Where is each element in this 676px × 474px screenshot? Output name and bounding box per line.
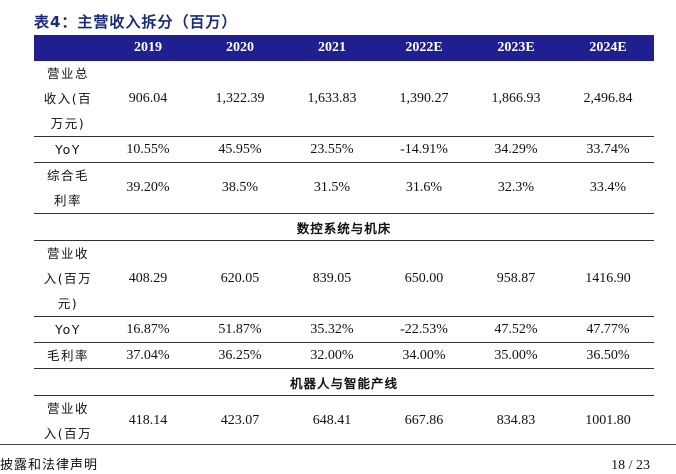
table-cell: 36.50%	[562, 342, 654, 369]
table-cell: 37.04%	[102, 342, 194, 369]
header-cell-label	[34, 35, 102, 61]
table-cell: 834.83	[496, 413, 536, 428]
row-label-line: YoY	[55, 322, 81, 337]
table-title: 表4：主营收入拆分（百万）	[34, 13, 238, 31]
header-cell-2022e: 2022E	[378, 35, 470, 61]
row-label: 营业收入(百万元)	[34, 240, 102, 317]
table-cell: 620.05	[194, 240, 286, 317]
table-cell: 1,322.39	[194, 61, 286, 137]
table-cell: 1,633.83	[286, 61, 378, 137]
table-row: 营业收入(百万 418.14 423.07 648.41 667.86 834.83 100…	[34, 396, 654, 447]
table-cell: 32.3%	[470, 162, 562, 214]
table-cell: -14.91%	[378, 136, 470, 163]
table-cell: 10.55%	[102, 136, 194, 163]
section-title: 机器人与智能产线	[34, 368, 654, 396]
row-label-line: 万元)	[50, 116, 86, 131]
header-cell-2021: 2021	[286, 35, 378, 61]
table-cell: 667.86	[404, 413, 444, 428]
table-cell: 1001.80	[585, 413, 631, 428]
table-row: 毛利率 37.04% 36.25% 32.00% 34.00% 35.00% 36.50%	[34, 342, 654, 369]
table-cell: 16.87%	[102, 316, 194, 343]
table-cell: 32.00%	[286, 342, 378, 369]
row-label-line: 综合毛	[46, 168, 89, 183]
header-cell-2024e: 2024E	[562, 35, 654, 61]
row-label-line: 入(百万	[43, 426, 93, 441]
table-cell: 1416.90	[562, 240, 654, 317]
table-cell: 408.29	[102, 240, 194, 317]
row-label: 营业收入(百万	[34, 396, 102, 447]
section-header-row: 机器人与智能产线	[34, 368, 654, 396]
table-cell: 36.25%	[194, 342, 286, 369]
table-row: 营业总 收入(百 万元) 906.04 1,322.39 1,633.83 1,390.27…	[34, 61, 654, 137]
page-number: 18 / 23	[611, 458, 650, 473]
row-label: YoY	[34, 316, 102, 343]
header-cell-2019: 2019	[102, 35, 194, 61]
table-row: YoY 16.87% 51.87% 35.32% -22.53% 47.52% 47.77%	[34, 316, 654, 343]
table-cell: 958.87	[470, 240, 562, 317]
table-cell: 35.00%	[470, 342, 562, 369]
table-header-row: 2019 2020 2021 2022E 2023E 2024E	[34, 35, 654, 61]
table-row: 营业收 入(百万 元) 408.29 620.05 839.05 650.00 958.87 1…	[34, 240, 654, 317]
table-cell: -22.53%	[378, 316, 470, 343]
table-cell: 648.41	[312, 413, 352, 428]
section-title: 数控系统与机床	[34, 213, 654, 241]
table-row: 综合毛 利率 39.20% 38.5% 31.5% 31.6% 32.3% 33.4%	[34, 162, 654, 214]
table-cell: 31.5%	[286, 162, 378, 214]
table-cell: 47.52%	[470, 316, 562, 343]
table-cell: 51.87%	[194, 316, 286, 343]
table-cell: 839.05	[286, 240, 378, 317]
table-cell: 35.32%	[286, 316, 378, 343]
table-body: 营业总 收入(百 万元) 906.04 1,322.39 1,633.83 1,390.27…	[34, 61, 654, 446]
row-label-line: 营业收	[46, 401, 89, 416]
header-cell-2020: 2020	[194, 35, 286, 61]
table-cell: 39.20%	[102, 162, 194, 214]
table-cell: 34.29%	[470, 136, 562, 163]
row-label-line: YoY	[55, 142, 81, 157]
table-cell: 33.74%	[562, 136, 654, 163]
table-cell: 650.00	[378, 240, 470, 317]
table-cell: 33.4%	[562, 162, 654, 214]
row-label: 营业总收入(百万元)	[34, 61, 102, 137]
table-cell: 38.5%	[194, 162, 286, 214]
row-label-line: 元)	[57, 296, 79, 311]
table-cell: 418.14	[128, 413, 168, 428]
table-row: YoY 10.55% 45.95% 23.55% -14.91% 34.29% 33.74%	[34, 136, 654, 163]
row-label-line: 入(百万	[43, 271, 93, 286]
row-label-line: 收入(百	[43, 91, 93, 106]
revenue-breakdown-table: 2019 2020 2021 2022E 2023E 2024E 营业总收入(百…	[34, 35, 654, 446]
footer-divider	[0, 444, 676, 445]
footer-disclaimer: 披露和法律声明	[0, 458, 99, 473]
row-label-line: 营业总	[46, 66, 89, 81]
table-cell: 1,866.93	[470, 61, 562, 137]
row-label-line: 利率	[53, 193, 82, 208]
table-cell: 423.07	[220, 413, 260, 428]
row-label: YoY	[34, 136, 102, 163]
header-cell-2023e: 2023E	[470, 35, 562, 61]
row-label: 综合毛 利率	[34, 162, 102, 214]
table-cell: 23.55%	[286, 136, 378, 163]
table-cell: 45.95%	[194, 136, 286, 163]
table-cell: 34.00%	[378, 342, 470, 369]
table-cell: 47.77%	[562, 316, 654, 343]
table-cell: 2,496.84	[562, 61, 654, 137]
table-cell: 1,390.27	[378, 61, 470, 137]
row-label-line: 营业收	[46, 246, 89, 261]
row-label-line: 毛利率	[46, 348, 89, 363]
table-cell: 31.6%	[378, 162, 470, 214]
table-cell: 906.04	[102, 61, 194, 137]
row-label: 毛利率	[34, 342, 102, 369]
section-header-row: 数控系统与机床	[34, 213, 654, 241]
